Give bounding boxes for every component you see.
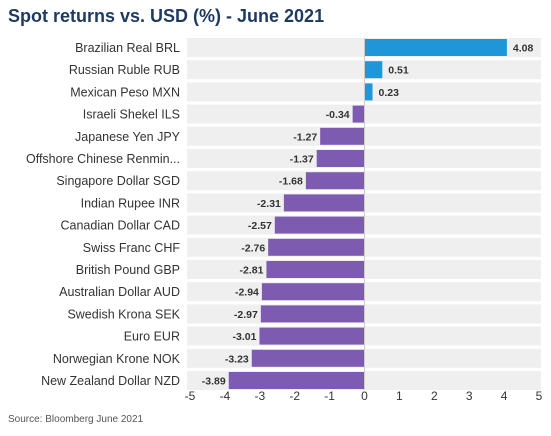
- category-label: Canadian Dollar CAD: [60, 219, 180, 233]
- category-label: Euro EUR: [124, 330, 180, 344]
- x-tick-label: -3: [254, 389, 265, 403]
- data-label: -1.37: [290, 154, 314, 166]
- chart-title: Spot returns vs. USD (%) - June 2021: [8, 6, 325, 26]
- data-label: -3.23: [225, 353, 249, 365]
- bar: [228, 372, 365, 389]
- category-label: Mexican Peso MXN: [70, 85, 180, 99]
- category-label: Swedish Krona SEK: [67, 307, 180, 321]
- bar: [266, 261, 365, 278]
- bar: [364, 83, 373, 101]
- data-label: 4.08: [513, 43, 534, 55]
- data-label: -2.76: [241, 242, 265, 254]
- bar: [260, 305, 365, 323]
- data-label: -1.68: [279, 176, 303, 188]
- category-label: Japanese Yen JPY: [75, 130, 181, 144]
- x-tick-label: 5: [536, 389, 543, 403]
- x-tick-label: -2: [289, 389, 300, 403]
- data-label: -3.01: [233, 331, 257, 343]
- data-label: -1.27: [293, 131, 317, 143]
- bar: [364, 61, 383, 79]
- bar: [261, 283, 365, 301]
- bar: [251, 349, 365, 367]
- category-label: Norwegian Krone NOK: [53, 352, 181, 366]
- x-tick-label: 4: [501, 389, 508, 403]
- x-tick-label: 3: [466, 389, 473, 403]
- category-label: New Zealand Dollar NZD: [41, 374, 180, 388]
- x-tick-label: 1: [396, 389, 403, 403]
- bar: [316, 150, 365, 167]
- category-label: Swiss Franc CHF: [83, 241, 181, 255]
- category-label: Singapore Dollar SGD: [56, 174, 180, 188]
- x-tick-label: 2: [431, 389, 438, 403]
- category-label: Indian Rupee INR: [81, 196, 180, 210]
- bar: [320, 127, 365, 145]
- bar: [364, 39, 507, 56]
- x-tick-label: -4: [220, 389, 231, 403]
- bar: [268, 238, 365, 256]
- category-label: Israeli Shekel ILS: [83, 108, 180, 122]
- category-label: Australian Dollar AUD: [59, 285, 180, 299]
- category-label: Russian Ruble RUB: [69, 63, 180, 77]
- category-label: British Pound GBP: [76, 263, 180, 277]
- data-label: -0.34: [326, 109, 350, 121]
- data-label: -2.81: [239, 265, 263, 277]
- data-label: -2.94: [235, 287, 259, 299]
- category-label: Offshore Chinese Renmin...: [26, 152, 180, 166]
- data-label: 0.51: [388, 65, 409, 77]
- x-tick-label: 0: [361, 389, 368, 403]
- bar: [352, 105, 365, 123]
- data-label: -2.57: [248, 220, 272, 232]
- bar: [274, 216, 365, 234]
- bar: [259, 327, 365, 345]
- bar: [283, 194, 365, 212]
- x-tick-label: -5: [185, 389, 196, 403]
- data-label: -3.89: [202, 376, 226, 388]
- bar: [305, 172, 365, 190]
- x-tick-label: -1: [324, 389, 335, 403]
- data-label: 0.23: [379, 87, 400, 99]
- data-label: -2.97: [234, 309, 258, 321]
- source-note: Source: Bloomberg June 2021: [8, 414, 144, 425]
- category-label: Brazilian Real BRL: [75, 41, 180, 55]
- data-label: -2.31: [257, 198, 281, 210]
